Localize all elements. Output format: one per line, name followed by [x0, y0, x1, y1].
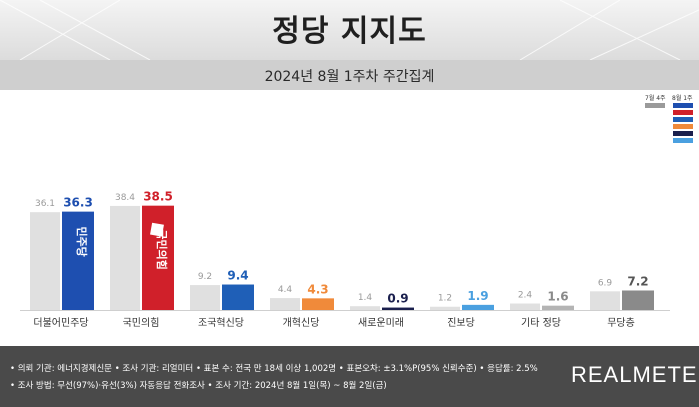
bar-prev-1 [110, 205, 140, 310]
footer: • 의뢰 기관: 에너지경제신문 • 조사 기관: 리얼미터 • 표본 수: 전… [0, 346, 699, 407]
bar-prev-3 [270, 298, 300, 310]
value-label-prev-3: 4.4 [278, 285, 293, 295]
category-label-6: 기타 정당 [521, 317, 561, 329]
category-label-7: 무당층 [607, 317, 635, 329]
bar-chart: 36.1 36.3 더불어민주당 38.4 38.5 국민의힘 9.2 9.4 조국혁신당 4.4… [20, 190, 670, 329]
value-label-prev-2: 9.2 [198, 272, 212, 282]
value-label-prev-1: 38.4 [115, 193, 135, 203]
bar-curr-6 [542, 305, 574, 310]
legend-swatch-curr-2 [673, 117, 693, 122]
bar-prev-0 [30, 212, 60, 310]
header-banner: 정당 지지도 [0, 0, 699, 60]
chart-subtitle: 2024년 8월 1주차 주간집계 [264, 69, 435, 85]
bar-curr-0 [62, 211, 94, 310]
legend-prev-label: 7월 4주 [645, 95, 666, 102]
bar-curr-7 [622, 290, 654, 310]
value-label-prev-6: 2.4 [518, 290, 533, 300]
value-label-curr-7: 7.2 [627, 274, 648, 288]
bar-prev-4 [350, 306, 380, 310]
footer-line-survey: • 의뢰 기관: 에너지경제신문 • 조사 기관: 리얼미터 • 표본 수: 전… [10, 364, 538, 374]
legend-swatches [645, 103, 693, 143]
bar-prev-2 [190, 285, 220, 310]
value-label-curr-6: 1.6 [547, 290, 568, 304]
category-label-2: 조국혁신당 [198, 317, 244, 329]
bar-curr-5 [462, 304, 494, 310]
page-title: 정당 지지도 [272, 14, 427, 49]
bar-prev-5 [430, 306, 460, 310]
legend-swatch-curr-3 [673, 124, 693, 129]
value-label-prev-4: 1.4 [358, 293, 373, 303]
value-label-curr-1: 38.5 [143, 190, 173, 204]
category-label-0: 더불어민주당 [33, 317, 88, 329]
party-logo-1: 국민의힘 [155, 229, 169, 269]
party-logo-0: 민주당 [75, 226, 89, 256]
legend: 7월 4주 8월 1주 [640, 93, 695, 148]
ppp-logo-mark [150, 222, 164, 237]
legend-swatch-curr-0 [673, 103, 693, 108]
value-label-prev-7: 6.9 [598, 278, 613, 288]
bar-curr-1 [142, 205, 174, 310]
value-label-prev-5: 1.2 [438, 294, 452, 304]
header-decoration [0, 0, 699, 60]
subtitle-bar: 2024년 8월 1주차 주간집계 [0, 60, 699, 90]
category-label-3: 개혁신당 [283, 317, 320, 329]
bar-prev-6 [510, 303, 540, 310]
bar-curr-4 [382, 307, 414, 310]
value-label-curr-2: 9.4 [227, 269, 248, 283]
category-label-1: 국민의힘 [123, 317, 160, 329]
footer-line-method: • 조사 방법: 무선(97%)·유선(3%) 자동응답 전화조사 • 조사 기… [10, 381, 387, 391]
legend-swatch-curr-4 [673, 131, 693, 136]
bar-prev-7 [590, 291, 620, 310]
legend-swatch-curr-5 [673, 138, 693, 143]
legend-swatch-prev [645, 103, 665, 108]
bar-curr-3 [302, 298, 334, 310]
category-label-4: 새로운미래 [358, 317, 404, 329]
value-label-curr-0: 36.3 [63, 196, 93, 210]
bar-curr-2 [222, 284, 254, 310]
value-label-curr-5: 1.9 [467, 289, 488, 303]
value-label-prev-0: 36.1 [35, 199, 55, 209]
value-label-curr-3: 4.3 [307, 282, 328, 296]
value-label-curr-4: 0.9 [387, 292, 408, 306]
brand-logo: REALMETER [571, 362, 699, 387]
category-label-5: 진보당 [447, 317, 475, 329]
legend-curr-label: 8월 1주 [672, 95, 693, 102]
legend-swatch-curr-1 [673, 110, 693, 115]
